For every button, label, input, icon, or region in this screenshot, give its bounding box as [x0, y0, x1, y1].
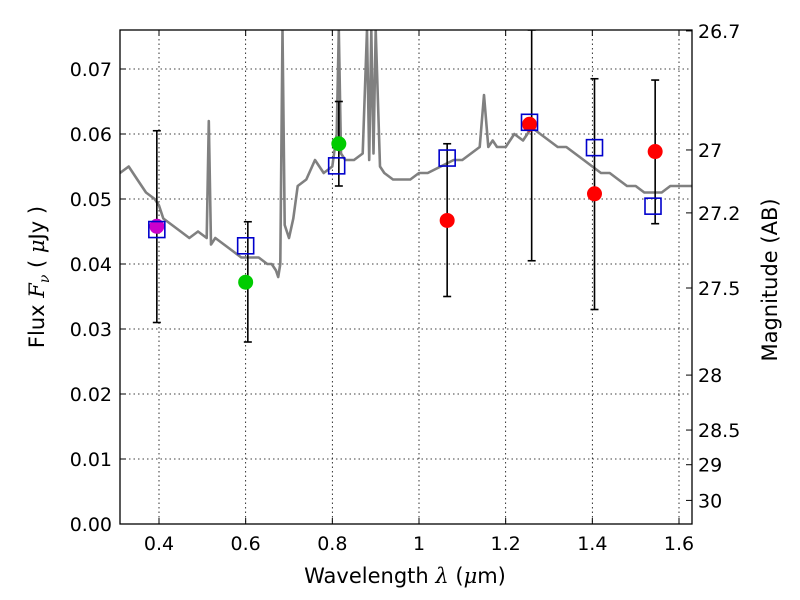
mag-tick-label: 26.7: [698, 21, 740, 43]
y-tick-label: 0.00: [70, 514, 112, 536]
detections-optical-point: [238, 274, 254, 290]
mag-tick-label: 27: [698, 140, 722, 162]
detections-optical-point: [331, 136, 347, 152]
detections-point: [522, 116, 537, 132]
model-photometry-point: [520, 113, 539, 132]
mag-tick-label: 29: [698, 455, 722, 477]
marker-layer: [148, 113, 663, 290]
plot-frame: [119, 29, 693, 525]
model-photometry-point: [327, 157, 346, 175]
y-axis-label: Flux Fν ( μJy ): [25, 206, 53, 348]
y2-axis-label: Magnitude (AB): [758, 198, 782, 361]
model-template-line: [120, 30, 692, 279]
model-photometry-point: [236, 237, 255, 255]
grid-lines: [120, 30, 692, 525]
model-template-layer: [120, 30, 692, 279]
x-tick-label: 1.2: [491, 533, 521, 555]
x-tick-label: 0.6: [231, 533, 261, 555]
detections-point: [647, 144, 663, 160]
tick-layer: 0.4 0.6 0.8 1 1.2 1.4 1.6 0.00 0.01 0.02 0.03 0.04 0…: [70, 21, 741, 555]
y-tick-label: 0.04: [70, 254, 112, 276]
y-tick-label: 0.07: [70, 59, 112, 81]
model-photometry-point: [644, 197, 662, 215]
x-tick-label: 0.8: [317, 533, 347, 555]
y-tick-label: 0.03: [70, 319, 112, 341]
model-photometry-point: [148, 220, 166, 239]
mag-tick-label: 30: [698, 490, 722, 512]
y-tick-label: 0.02: [70, 384, 112, 406]
error-bar-layer: [152, 30, 660, 343]
mag-tick-label: 27.5: [698, 278, 740, 300]
model-photometry-point: [438, 149, 456, 167]
mag-tick-label: 28.5: [698, 420, 740, 442]
y-tick-label: 0.05: [70, 189, 112, 211]
y-tick-label: 0.06: [70, 124, 112, 146]
detection-blue-point: [149, 218, 165, 234]
x-tick-label: 1.6: [664, 533, 694, 555]
x-tick-label: 1.4: [577, 533, 607, 555]
detections-point: [587, 186, 602, 202]
y-tick-label: 0.01: [70, 449, 112, 471]
model-photometry-point: [585, 138, 604, 157]
x-tick-label: 1: [413, 533, 425, 555]
x-axis-label: Wavelength λ (μm): [304, 564, 506, 588]
mag-tick-label: 27.2: [698, 203, 740, 225]
x-tick-label: 0.4: [144, 533, 174, 555]
detections-point: [439, 212, 455, 228]
mag-tick-label: 28: [698, 365, 722, 387]
